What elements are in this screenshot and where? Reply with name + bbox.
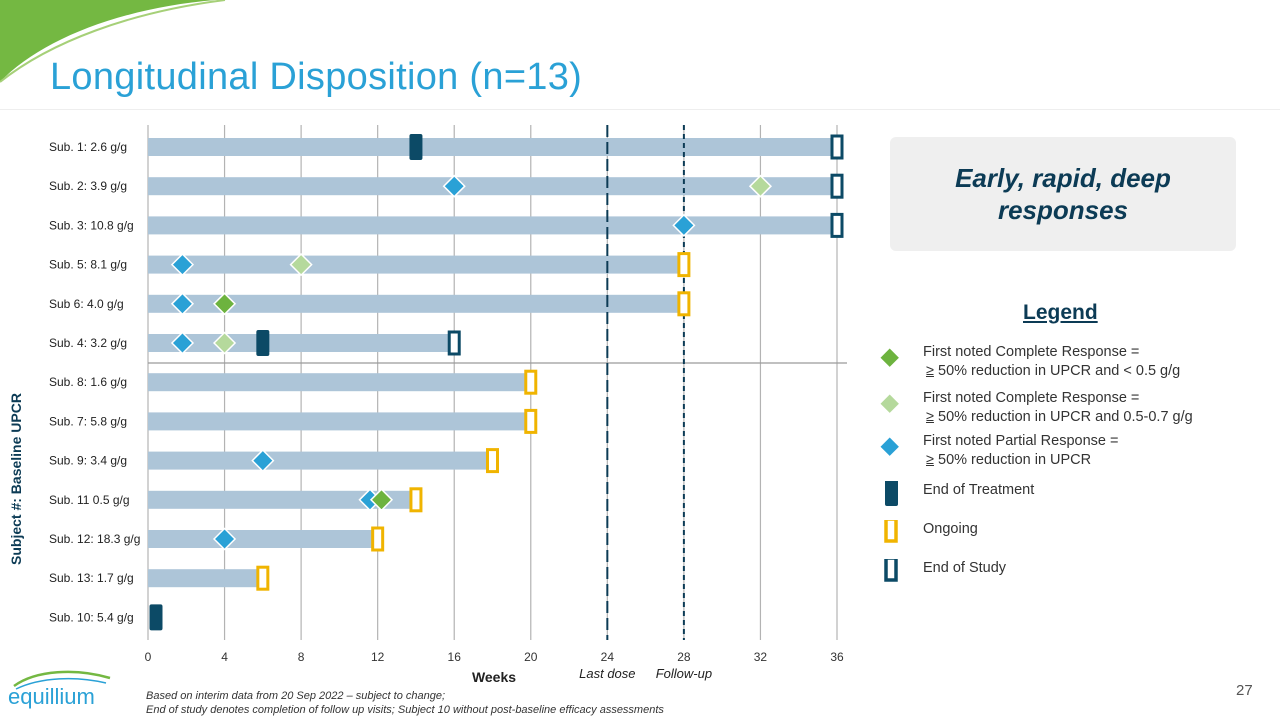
subject-label: Sub. 3: 10.8 g/g xyxy=(49,218,134,232)
footnote-line-2: End of study denotes completion of follo… xyxy=(146,704,664,716)
response-marker xyxy=(748,174,773,198)
ongoing-marker xyxy=(677,291,691,317)
response-marker xyxy=(212,527,237,551)
end-of-study-marker xyxy=(830,173,844,199)
footnote: Based on interim data from 20 Sep 2022 –… xyxy=(146,689,664,717)
header-decoration xyxy=(0,0,1280,110)
x-tick-label: 28 xyxy=(677,650,691,664)
response-marker xyxy=(170,253,195,277)
ongoing-marker xyxy=(677,252,691,278)
response-marker xyxy=(289,253,313,277)
light-green-diamond-icon xyxy=(880,393,901,415)
end-of-study-icon xyxy=(884,559,898,582)
subject-label: Sub. 8: 1.6 g/g xyxy=(49,375,127,389)
subject-label: Sub. 13: 1.7 g/g xyxy=(49,571,134,585)
equillium-logo: equillium xyxy=(8,670,111,709)
ongoing-marker xyxy=(256,565,270,591)
response-marker xyxy=(212,292,237,316)
response-marker xyxy=(170,331,195,355)
x-tick-label: 4 xyxy=(221,650,228,664)
subject-bar xyxy=(148,177,837,196)
subject-bar xyxy=(148,490,416,509)
end-of-study-marker xyxy=(830,212,844,238)
reference-line-label: Follow-up xyxy=(656,666,712,681)
subject-label: Sub. 5: 8.1 g/g xyxy=(49,258,127,272)
x-tick-label: 32 xyxy=(754,650,768,664)
end-of-treatment-icon xyxy=(885,481,898,506)
subject-label: Sub. 1: 2.6 g/g xyxy=(49,140,127,154)
subject-bar xyxy=(148,569,263,588)
x-axis-label: Weeks xyxy=(472,669,516,685)
ongoing-marker xyxy=(524,369,538,395)
subject-bar xyxy=(148,294,684,313)
subject-label: Sub. 9: 3.4 g/g xyxy=(49,454,127,468)
reference-line-label: Last dose xyxy=(579,666,635,681)
x-tick-label: 20 xyxy=(524,650,538,664)
callout-text: Early, rapid, deep responses xyxy=(955,163,1171,225)
response-marker xyxy=(170,292,195,316)
legend-item-complete-response-partial: First noted Complete Response = ≥ 50% red… xyxy=(880,389,1260,429)
subject-label: Sub. 4: 3.2 g/g xyxy=(49,336,127,350)
response-marker xyxy=(369,488,394,512)
subject-label: Sub. 10: 5.4 g/g xyxy=(49,610,134,624)
subject-label: Sub. 7: 5.8 g/g xyxy=(49,414,127,428)
end-of-treatment-marker xyxy=(409,134,423,160)
subject-label: Sub. 12: 18.3 g/g xyxy=(49,532,140,546)
response-marker xyxy=(212,331,237,355)
legend-title: Legend xyxy=(1023,301,1098,324)
page-number: 27 xyxy=(1236,682,1253,699)
ongoing-marker xyxy=(409,487,423,513)
footnote-line-1: Based on interim data from 20 Sep 2022 –… xyxy=(146,690,446,702)
page-title: Longitudinal Disposition (n=13) xyxy=(50,56,583,98)
ongoing-marker xyxy=(524,408,538,434)
legend-item-partial-response: First noted Partial Response = ≥ 50% redu… xyxy=(880,432,1260,472)
ongoing-marker xyxy=(371,526,385,552)
response-marker xyxy=(442,174,466,198)
subject-bar xyxy=(148,412,531,431)
svg-text:equillium: equillium xyxy=(8,684,95,709)
x-tick-label: 8 xyxy=(298,650,305,664)
subject-bar xyxy=(148,373,531,392)
legend-item-end-of-treatment: End of Treatment xyxy=(880,481,1260,521)
subject-bar xyxy=(148,451,493,470)
subject-label: Sub. 11 0.5 g/g xyxy=(49,493,130,507)
subject-label: Sub 6: 4.0 g/g xyxy=(49,297,124,311)
subject-bar xyxy=(148,216,837,235)
callout-box: Early, rapid, deep responses xyxy=(890,137,1236,251)
green-diamond-icon xyxy=(880,347,901,369)
subject-bar xyxy=(148,255,684,274)
x-tick-label: 16 xyxy=(448,650,462,664)
subject-label: Sub. 2: 3.9 g/g xyxy=(49,179,127,193)
x-tick-label: 12 xyxy=(371,650,385,664)
legend-item-complete-response-full: First noted Complete Response = ≥ 50% red… xyxy=(880,343,1260,383)
response-marker xyxy=(672,213,696,237)
subject-bar xyxy=(148,138,837,156)
end-of-study-marker xyxy=(447,330,461,356)
ongoing-marker xyxy=(486,448,499,474)
x-tick-label: 24 xyxy=(601,650,615,664)
ongoing-icon xyxy=(884,520,898,543)
end-of-treatment-marker xyxy=(149,604,163,631)
blue-diamond-icon xyxy=(880,436,901,458)
response-marker xyxy=(251,449,275,473)
legend-item-end-of-study: End of Study xyxy=(880,559,1260,599)
x-tick-label: 0 xyxy=(145,650,152,664)
end-of-study-marker xyxy=(830,134,844,160)
legend-item-ongoing: Ongoing xyxy=(880,520,1260,560)
end-of-treatment-marker xyxy=(256,330,270,356)
x-tick-label: 36 xyxy=(830,650,844,664)
subject-bar xyxy=(148,530,378,548)
